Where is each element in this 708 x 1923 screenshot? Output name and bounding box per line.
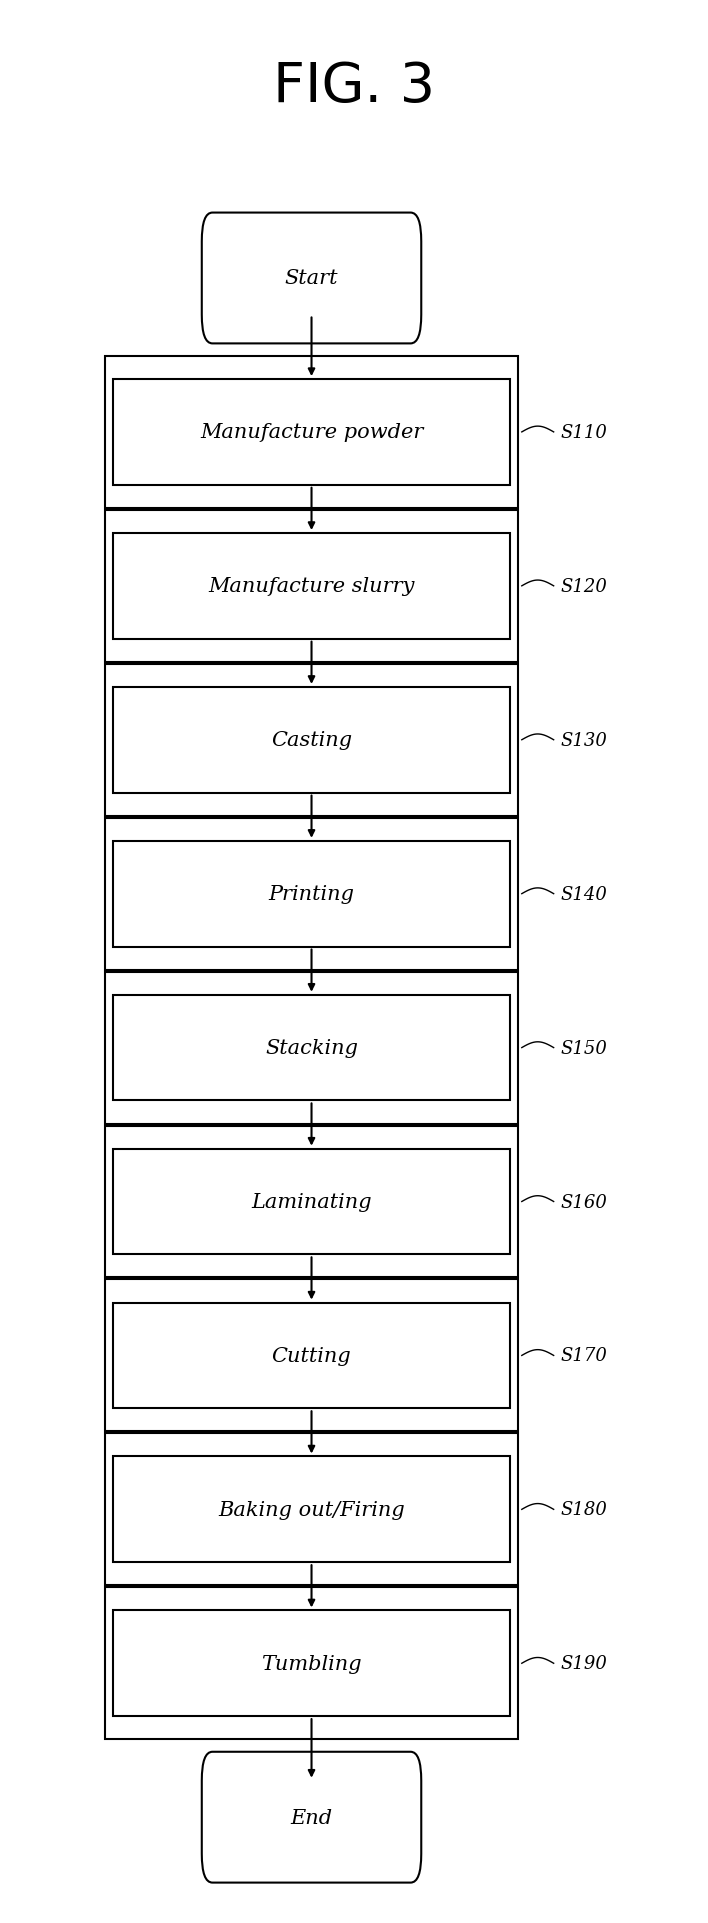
Bar bbox=[113, 842, 510, 948]
Bar bbox=[113, 1611, 510, 1715]
Bar bbox=[113, 1304, 510, 1410]
Bar bbox=[113, 1458, 510, 1561]
Text: S130: S130 bbox=[561, 731, 607, 750]
Bar bbox=[105, 973, 518, 1123]
Bar bbox=[105, 1127, 518, 1279]
Text: Tumbling: Tumbling bbox=[261, 1654, 362, 1673]
Bar bbox=[105, 1588, 518, 1738]
Text: S110: S110 bbox=[561, 423, 607, 442]
Text: Start: Start bbox=[285, 269, 338, 288]
Text: Casting: Casting bbox=[271, 731, 352, 750]
Bar bbox=[105, 358, 518, 510]
Text: End: End bbox=[290, 1808, 333, 1827]
Bar bbox=[105, 512, 518, 662]
Text: S120: S120 bbox=[561, 577, 607, 596]
Text: FIG. 3: FIG. 3 bbox=[273, 60, 435, 113]
Text: Cutting: Cutting bbox=[272, 1346, 351, 1365]
Text: Laminating: Laminating bbox=[251, 1192, 372, 1211]
FancyBboxPatch shape bbox=[202, 213, 421, 344]
Text: S140: S140 bbox=[561, 885, 607, 904]
Text: Printing: Printing bbox=[268, 885, 355, 904]
Text: S170: S170 bbox=[561, 1346, 607, 1365]
Text: S160: S160 bbox=[561, 1192, 607, 1211]
Bar bbox=[105, 1435, 518, 1585]
Text: Manufacture slurry: Manufacture slurry bbox=[208, 577, 415, 596]
FancyBboxPatch shape bbox=[202, 1752, 421, 1883]
Bar bbox=[105, 665, 518, 815]
Bar bbox=[113, 996, 510, 1102]
Bar bbox=[113, 533, 510, 640]
Text: S150: S150 bbox=[561, 1038, 607, 1058]
Text: S180: S180 bbox=[561, 1500, 607, 1519]
Bar bbox=[113, 1150, 510, 1256]
Text: S190: S190 bbox=[561, 1654, 607, 1673]
Text: Baking out/Firing: Baking out/Firing bbox=[218, 1500, 405, 1519]
Bar bbox=[113, 687, 510, 792]
Bar bbox=[113, 381, 510, 487]
Bar bbox=[105, 1281, 518, 1433]
Bar bbox=[105, 819, 518, 971]
Text: Stacking: Stacking bbox=[265, 1038, 358, 1058]
Text: Manufacture powder: Manufacture powder bbox=[200, 423, 423, 442]
